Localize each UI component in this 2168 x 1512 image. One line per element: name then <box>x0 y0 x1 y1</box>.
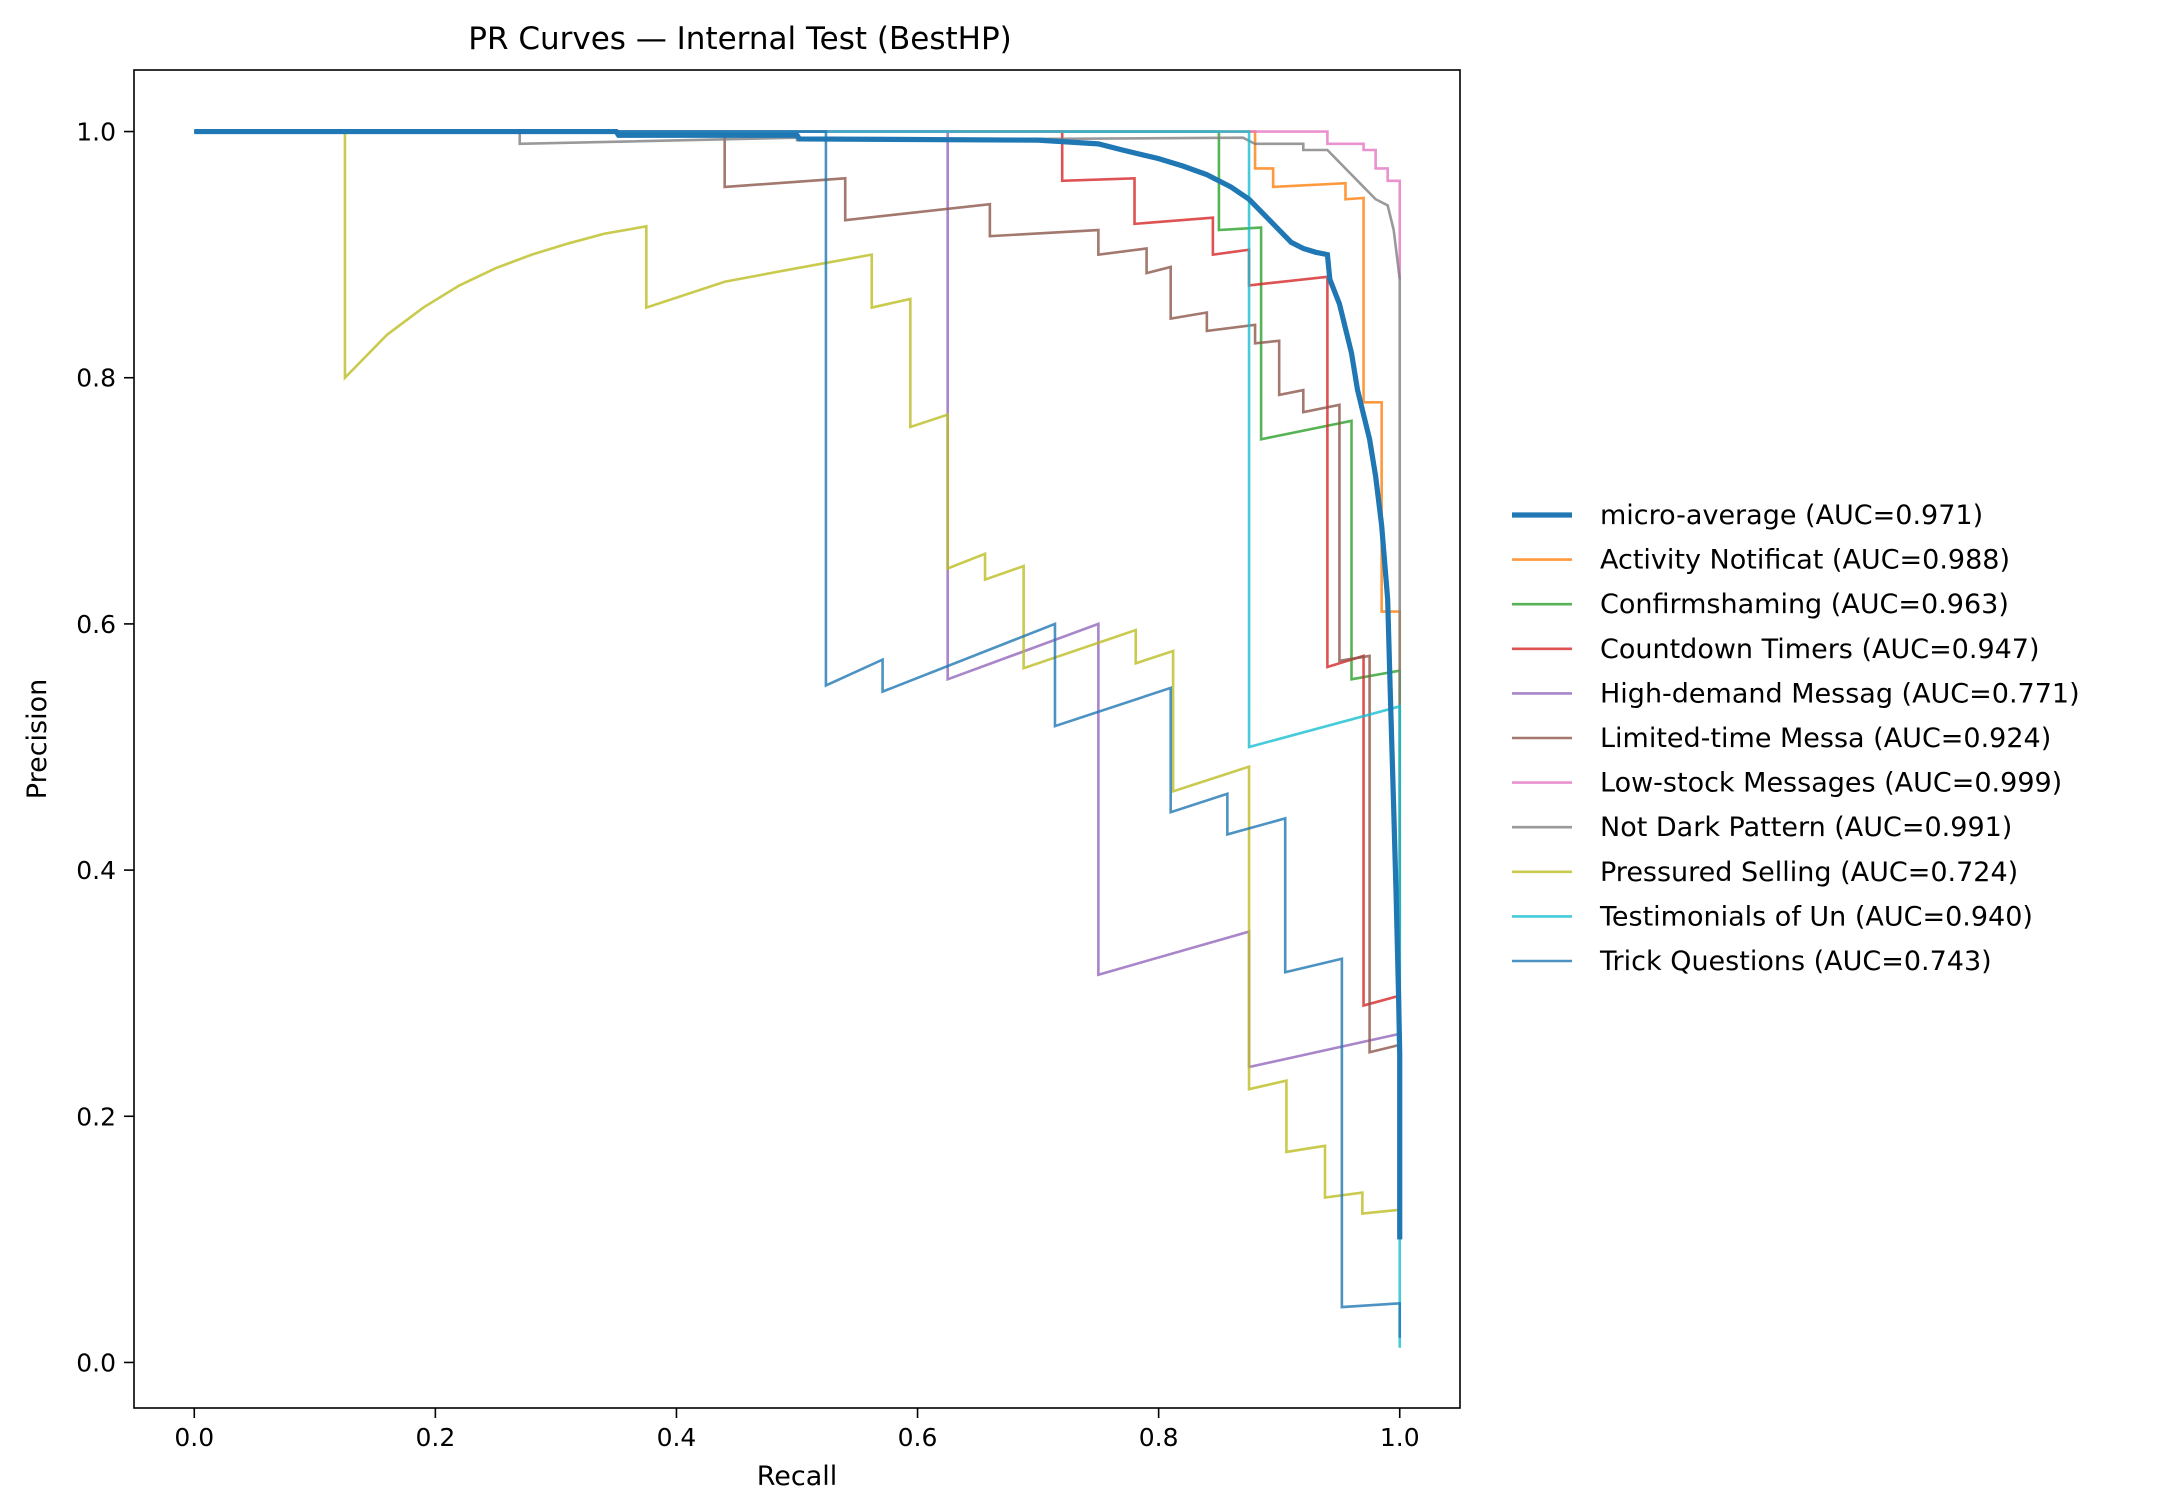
legend-entry: Not Dark Pattern (AUC=0.991) <box>1600 812 2012 843</box>
y-tick-label: 0.0 <box>76 1348 116 1377</box>
legend-entry: Trick Questions (AUC=0.743) <box>1599 946 1992 977</box>
x-tick-label: 0.2 <box>415 1423 455 1452</box>
series-line-10 <box>194 130 1402 1338</box>
series-line-4 <box>194 130 1402 1240</box>
x-tick-label: 0.0 <box>174 1423 214 1452</box>
y-axis-ticks: 0.0 0.2 0.4 0.6 0.8 1.0 <box>76 118 134 1377</box>
y-tick-label: 0.6 <box>76 610 116 639</box>
y-tick-label: 1.0 <box>76 118 116 147</box>
legend-entry: Testimonials of Un (AUC=0.940) <box>1599 901 2033 932</box>
series-line-5 <box>194 130 1402 1240</box>
x-tick-label: 0.8 <box>1139 1423 1179 1452</box>
legend-entry: High-demand Messag (AUC=0.771) <box>1600 678 2080 709</box>
plot-frame <box>133 69 1461 1409</box>
series-line-0 <box>194 128 1403 1240</box>
legend: micro-average (AUC=0.971) Activity Notifi… <box>1512 500 2080 977</box>
series-layer <box>194 128 1403 1348</box>
x-tick-label: 0.4 <box>657 1423 697 1452</box>
x-tick-label: 1.0 <box>1380 1423 1420 1452</box>
series-line-6 <box>194 130 1402 280</box>
y-tick-label: 0.2 <box>76 1102 116 1131</box>
y-axis-label: Precision <box>22 679 53 799</box>
y-tick-label: 0.4 <box>76 856 116 885</box>
legend-entry: Low-stock Messages (AUC=0.999) <box>1600 768 2062 799</box>
x-tick-label: 0.6 <box>898 1423 938 1452</box>
legend-entry: Pressured Selling (AUC=0.724) <box>1600 857 2018 888</box>
series-line-8 <box>194 130 1402 1240</box>
series-line-2 <box>194 130 1402 1240</box>
y-tick-label: 0.8 <box>76 364 116 393</box>
chart-title: PR Curves — Internal Test (BestHP) <box>468 21 1011 57</box>
series-line-1 <box>194 130 1402 1178</box>
legend-entry: micro-average (AUC=0.971) <box>1600 500 1983 531</box>
x-axis-ticks: 0.0 0.2 0.4 0.6 0.8 1.0 <box>174 1408 1420 1452</box>
legend-entry: Limited-time Messa (AUC=0.924) <box>1600 723 2051 754</box>
series-line-9 <box>194 130 1402 1348</box>
legend-entry: Confirmshaming (AUC=0.963) <box>1600 589 2009 620</box>
x-axis-label: Recall <box>757 1461 838 1492</box>
legend-entry: Activity Notificat (AUC=0.988) <box>1600 545 2010 576</box>
legend-entry: Countdown Timers (AUC=0.947) <box>1600 634 2040 665</box>
